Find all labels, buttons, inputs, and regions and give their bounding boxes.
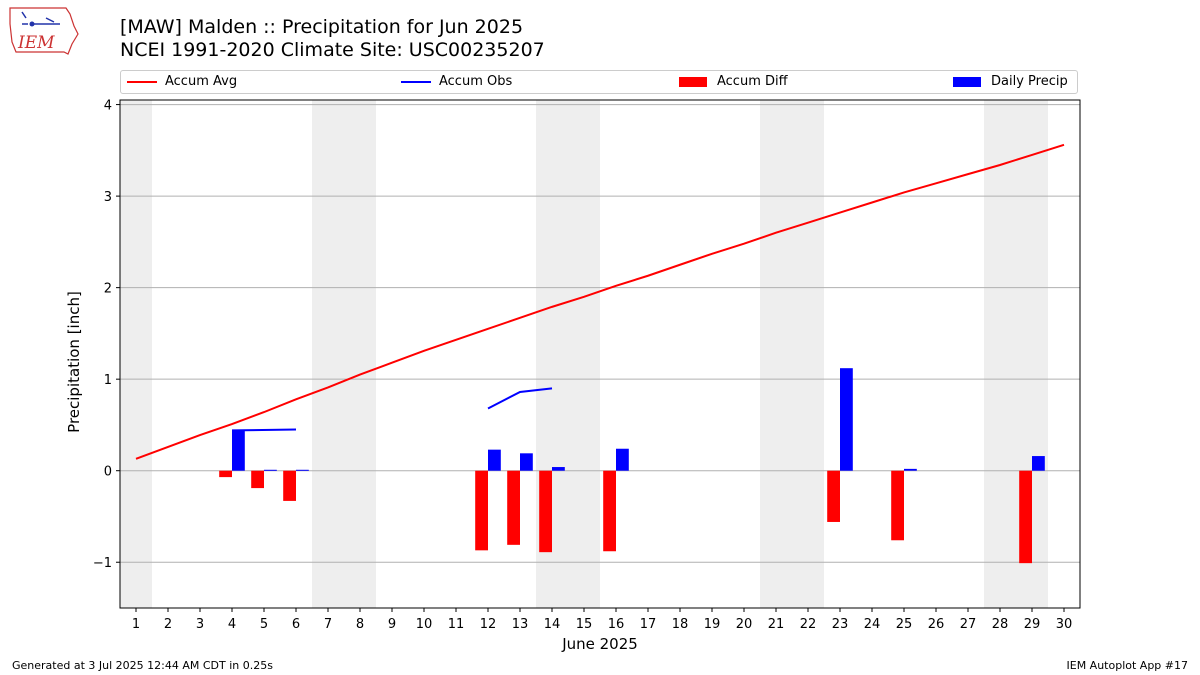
x-tick-label: 12 <box>480 617 497 632</box>
weekend-band <box>312 100 376 608</box>
legend-swatch-accum-obs <box>401 80 431 83</box>
x-tick-label: 28 <box>992 617 1009 632</box>
daily-precip-bar <box>552 467 565 471</box>
x-tick-label: 15 <box>576 617 593 632</box>
legend-item-accum-avg: Accum Avg <box>127 74 237 92</box>
x-tick-label: 2 <box>164 617 172 632</box>
x-tick-label: 24 <box>864 617 881 632</box>
y-tick-label: −1 <box>93 556 112 571</box>
legend-item-accum-obs: Accum Obs <box>401 74 512 92</box>
y-tick-label: 3 <box>104 190 112 205</box>
daily-precip-bar <box>840 368 853 471</box>
x-axis-label: June 2025 <box>561 635 638 653</box>
x-tick-label: 21 <box>768 617 785 632</box>
x-tick-label: 26 <box>928 617 945 632</box>
footer-generated: Generated at 3 Jul 2025 12:44 AM CDT in … <box>12 659 273 672</box>
y-tick-label: 1 <box>104 373 112 388</box>
legend-item-accum-diff: Accum Diff <box>679 74 788 92</box>
x-tick-label: 11 <box>448 617 465 632</box>
x-tick-label: 3 <box>196 617 204 632</box>
x-tick-label: 6 <box>292 617 300 632</box>
daily-precip-bar <box>616 448 629 471</box>
accum-avg-line <box>135 143 1065 460</box>
y-tick-label: 2 <box>104 282 112 297</box>
x-tick-label: 8 <box>356 617 364 632</box>
accum-diff-bar <box>475 470 488 551</box>
daily-precip-bar <box>296 469 309 471</box>
x-tick-label: 13 <box>512 617 529 632</box>
accum-diff-bar <box>251 470 264 489</box>
x-tick-label: 9 <box>388 617 396 632</box>
x-tick-label: 7 <box>324 617 332 632</box>
accum-diff-bar <box>539 470 552 553</box>
accum-diff-bar <box>219 470 232 478</box>
legend-swatch-accum-avg <box>127 80 157 83</box>
iem-logo: IEM <box>6 4 82 60</box>
legend: Accum Avg Accum Obs Accum Diff Daily Pre… <box>120 70 1078 94</box>
legend-label-daily-precip: Daily Precip <box>991 74 1068 89</box>
chart-subtitle: NCEI 1991-2020 Climate Site: USC00235207 <box>120 39 545 61</box>
x-tick-label: 22 <box>800 617 817 632</box>
logo-text: IEM <box>17 33 55 53</box>
legend-item-daily-precip: Daily Precip <box>953 74 1068 92</box>
y-axis-label: Precipitation [inch] <box>65 291 83 433</box>
x-tick-label: 16 <box>608 617 625 632</box>
weekend-band <box>984 100 1048 608</box>
x-tick-label: 5 <box>260 617 268 632</box>
accum-diff-bar <box>1019 470 1032 564</box>
x-tick-label: 14 <box>544 617 561 632</box>
x-tick-label: 18 <box>672 617 689 632</box>
daily-precip-bar <box>488 449 501 471</box>
x-tick-label: 23 <box>832 617 849 632</box>
legend-swatch-daily-precip <box>953 76 981 87</box>
accum-diff-bar <box>283 470 296 501</box>
legend-label-accum-avg: Accum Avg <box>165 74 238 89</box>
plot-frame <box>119 99 1081 609</box>
x-tick-label: 30 <box>1056 617 1073 632</box>
y-tick-label: 4 <box>104 99 112 114</box>
chart-title: [MAW] Malden :: Precipitation for Jun 20… <box>120 16 524 38</box>
accum-obs-line <box>231 428 297 432</box>
x-tick-label: 29 <box>1024 617 1041 632</box>
weekend-band <box>760 100 824 608</box>
accum-obs-line <box>487 387 553 410</box>
x-tick-label: 25 <box>896 617 913 632</box>
x-tick-label: 10 <box>416 617 433 632</box>
legend-label-accum-diff: Accum Diff <box>717 74 788 89</box>
daily-precip-bar <box>264 469 277 471</box>
daily-precip-bar <box>520 453 533 471</box>
accum-diff-bar <box>827 470 840 522</box>
x-tick-label: 19 <box>704 617 721 632</box>
x-tick-label: 27 <box>960 617 977 632</box>
x-tick-label: 20 <box>736 617 753 632</box>
x-tick-label: 4 <box>228 617 236 632</box>
weekend-band <box>120 100 152 608</box>
legend-label-accum-obs: Accum Obs <box>439 74 513 89</box>
x-tick-label: 1 <box>132 617 140 632</box>
accum-diff-bar <box>891 470 904 541</box>
daily-precip-bar <box>232 430 245 471</box>
daily-precip-bar <box>1032 456 1045 471</box>
x-tick-label: 17 <box>640 617 657 632</box>
footer-app: IEM Autoplot App #17 <box>1066 659 1189 672</box>
y-tick-label: 0 <box>104 465 112 480</box>
accum-diff-bar <box>603 470 616 552</box>
legend-swatch-accum-diff <box>679 76 707 87</box>
accum-diff-bar <box>507 470 520 545</box>
daily-precip-bar <box>904 468 917 471</box>
